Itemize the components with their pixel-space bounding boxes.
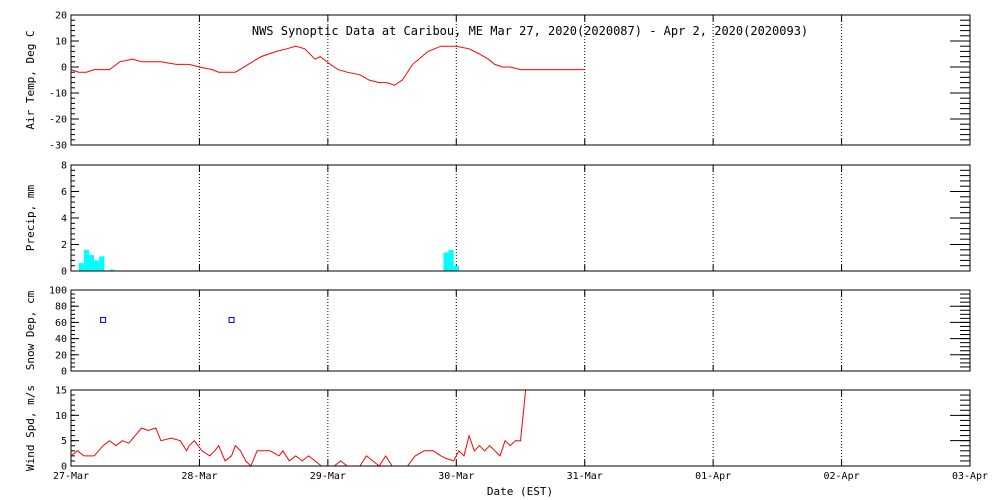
y-tick-label: 5 xyxy=(61,436,67,447)
precip-bar xyxy=(83,249,89,271)
x-tick-label: 29-Mar xyxy=(310,471,346,482)
chart-title: NWS Synoptic Data at Caribou, ME Mar 27,… xyxy=(252,24,808,38)
precip-bar xyxy=(443,252,449,271)
x-tick-label: 30-Mar xyxy=(438,471,474,482)
y-axis-label: Precip, mm xyxy=(24,185,37,252)
panel-frame xyxy=(70,389,971,467)
x-tick-labels: 27-Mar 28-Mar 29-Mar 30-Mar 31-Mar 01-Apr 02-A… xyxy=(53,471,988,482)
precip-bar xyxy=(453,265,459,271)
precip-bar xyxy=(78,263,84,271)
precip-bar xyxy=(99,256,105,271)
y-tick-label: 2 xyxy=(61,240,67,251)
x-tick-label: 31-Mar xyxy=(567,471,603,482)
x-tick-label: 28-Mar xyxy=(181,471,217,482)
snow-depth-point xyxy=(100,316,107,323)
panel-frame xyxy=(70,164,971,272)
x-tick-label: 27-Mar xyxy=(53,471,89,482)
panel-1: 20 10 0 -10 -20 -30 Air Temp, Deg C xyxy=(24,11,971,152)
precip-bar xyxy=(88,255,95,271)
panel-frame xyxy=(70,14,971,146)
panel-4: 15 10 5 0 Wind Spd, m/s xyxy=(24,385,971,473)
y-tick-label: 20 xyxy=(55,11,67,22)
y-tick-label: -20 xyxy=(49,115,67,126)
snow-depth-point xyxy=(228,316,235,323)
y-tick-label: 20 xyxy=(55,350,67,361)
series-line xyxy=(70,389,527,467)
y-tick-label: -10 xyxy=(49,89,67,100)
x-tick-label: 03-Apr xyxy=(952,471,988,482)
y-tick-label: 8 xyxy=(61,161,67,172)
y-tick-label: -30 xyxy=(49,141,67,152)
panel-2: 8 6 4 2 0 Precip, mm xyxy=(24,161,971,278)
y-tick-label: 0 xyxy=(61,63,67,74)
y-axis-label: Snow Dep, cm xyxy=(24,290,37,370)
y-tick-label: 0 xyxy=(61,267,67,278)
y-tick-label: 100 xyxy=(49,286,67,297)
panel-3: 100 80 60 40 20 0 Snow Dep, cm xyxy=(24,286,971,378)
precip-bar xyxy=(448,249,454,271)
series-line xyxy=(70,45,585,86)
panel-frame xyxy=(70,289,971,372)
precip-bar xyxy=(94,260,100,271)
precip-bar xyxy=(109,269,115,271)
y-tick-label: 40 xyxy=(55,334,67,345)
y-tick-label: 0 xyxy=(61,367,67,378)
y-tick-label: 10 xyxy=(55,37,67,48)
y-tick-label: 80 xyxy=(55,302,67,313)
y-tick-label: 10 xyxy=(55,411,67,422)
y-axis-label: Wind Spd, m/s xyxy=(24,385,37,471)
x-axis-label: Date (EST) xyxy=(487,485,553,498)
y-axis-label: Air Temp, Deg C xyxy=(24,30,37,129)
y-tick-label: 15 xyxy=(55,386,67,397)
x-tick-label: 02-Apr xyxy=(824,471,860,482)
y-tick-label: 60 xyxy=(55,318,67,329)
y-tick-label: 4 xyxy=(61,214,67,225)
y-tick-label: 0 xyxy=(61,462,67,473)
y-tick-label: 6 xyxy=(61,187,67,198)
x-tick-label: 01-Apr xyxy=(695,471,731,482)
